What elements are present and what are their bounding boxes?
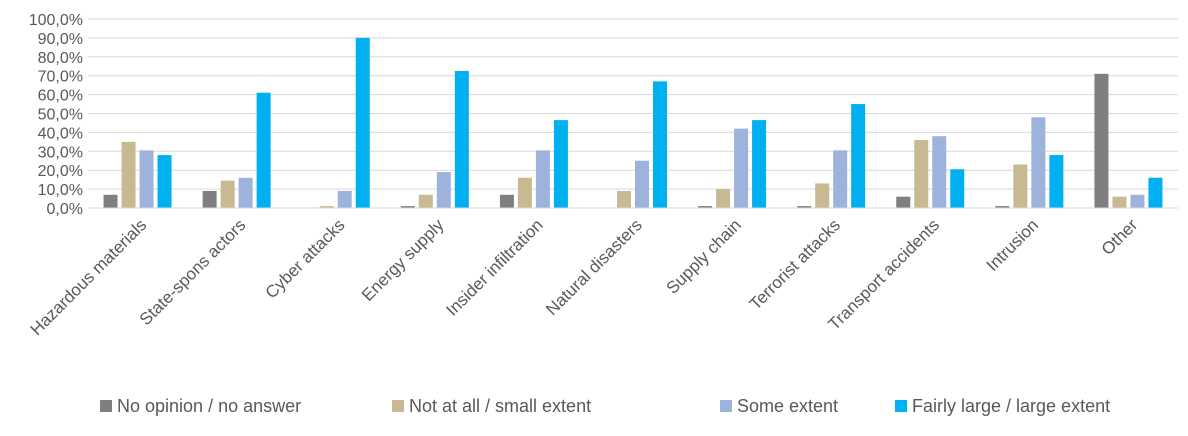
y-axis-tick-labels: 0,0% 10,0% 20,0% 30,0% 40,0%50,0% 60,0% 70,0% 8… xyxy=(29,12,83,218)
legend-label: Fairly large / large extent xyxy=(912,396,1110,416)
legend-label: No opinion / no answer xyxy=(117,396,301,416)
bar-1 xyxy=(1094,73,1109,208)
bar-1 xyxy=(698,206,713,208)
category-label: Energy supply xyxy=(358,215,448,305)
legend-swatch xyxy=(720,400,732,412)
legend-swatch xyxy=(895,400,907,412)
category-label: Terrorist attacks xyxy=(746,215,844,313)
bar-2 xyxy=(220,180,235,208)
bar-2 xyxy=(617,190,631,208)
legend-label: Not at all / small extent xyxy=(409,396,591,416)
bar-2 xyxy=(815,183,830,208)
bar-4 xyxy=(553,120,568,208)
bar-1 xyxy=(995,206,1010,208)
bar-2 xyxy=(121,141,136,208)
category-label: Intrusion xyxy=(983,215,1043,275)
bar-3 xyxy=(734,128,749,208)
bar-4 xyxy=(752,120,767,208)
bar-2 xyxy=(418,194,433,208)
y-tick-label: 40,0% xyxy=(38,125,83,142)
y-tick-label: 100,0% xyxy=(29,12,83,29)
bar-3 xyxy=(1130,194,1145,208)
category-label: Other xyxy=(1098,215,1142,259)
category-label: Insider infiltration xyxy=(442,215,546,319)
bar-4 xyxy=(653,81,667,208)
y-tick-label: 30,0% xyxy=(38,144,83,161)
bar-2 xyxy=(1112,196,1127,208)
legend: No opinion / no answer Not at all / small… xyxy=(100,396,1110,416)
y-tick-label: 50,0% xyxy=(38,107,83,124)
bar-3 xyxy=(337,190,352,208)
bar-2 xyxy=(319,206,334,208)
bar-1 xyxy=(202,190,217,208)
legend-swatch xyxy=(100,400,112,412)
bars xyxy=(103,37,1163,209)
bar-4 xyxy=(851,104,866,208)
bar-4 xyxy=(1049,155,1064,208)
bar-2 xyxy=(1013,164,1028,208)
bar-4 xyxy=(454,70,469,208)
bar-4 xyxy=(256,92,271,208)
bar-4 xyxy=(950,169,965,208)
bar-3 xyxy=(139,150,154,208)
legend-item: Fairly large / large extent xyxy=(895,396,1110,416)
category-label: State-spons actors xyxy=(136,215,250,329)
y-tick-label: 90,0% xyxy=(38,31,83,48)
bar-4 xyxy=(1148,177,1163,208)
bar-3 xyxy=(436,172,451,208)
category-label: Supply chain xyxy=(663,215,745,297)
y-tick-label: 10,0% xyxy=(38,182,83,199)
category-label: Transport accidents xyxy=(825,215,944,334)
bar-3 xyxy=(238,177,253,208)
bar-1 xyxy=(103,194,118,208)
legend-label: Some extent xyxy=(737,396,838,416)
y-tick-label: 20,0% xyxy=(38,163,83,180)
y-tick-label: 80,0% xyxy=(38,50,83,67)
bar-3 xyxy=(833,150,848,208)
y-tick-label: 60,0% xyxy=(38,88,83,105)
bar-1 xyxy=(797,206,812,208)
bar-1 xyxy=(896,196,911,208)
bar-2 xyxy=(914,139,929,208)
category-label: Hazardous materials xyxy=(27,215,151,339)
bar-2 xyxy=(716,189,731,208)
bar-4 xyxy=(355,37,370,209)
category-label: Natural disasters xyxy=(542,215,646,319)
bar-3 xyxy=(1031,117,1046,208)
y-tick-label: 0,0% xyxy=(47,201,83,218)
legend-item: Not at all / small extent xyxy=(392,396,591,416)
bar-4 xyxy=(157,155,172,208)
bar-3 xyxy=(535,150,550,208)
bar-3 xyxy=(635,160,649,208)
legend-item: No opinion / no answer xyxy=(100,396,301,416)
y-tick-label: 70,0% xyxy=(38,69,83,86)
legend-swatch xyxy=(392,400,404,412)
bar-2 xyxy=(517,177,532,208)
bar-1 xyxy=(400,206,415,208)
bar-1 xyxy=(499,194,514,208)
legend-item: Some extent xyxy=(720,396,838,416)
bar-3 xyxy=(932,136,947,208)
category-label: Cyber attacks xyxy=(262,215,349,302)
